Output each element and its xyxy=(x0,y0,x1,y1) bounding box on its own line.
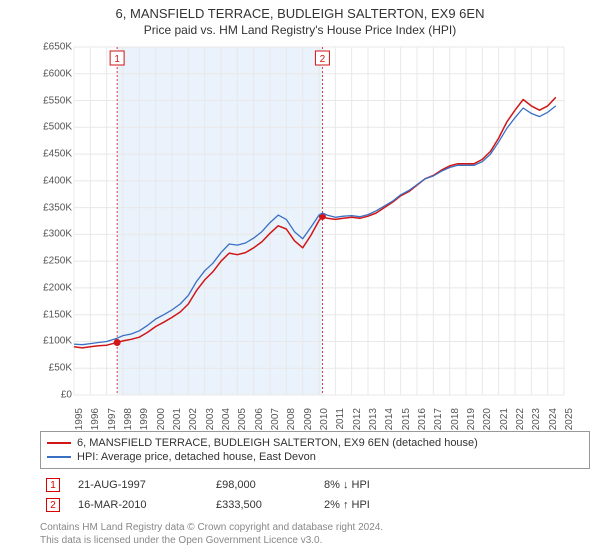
x-axis-tick: 1995 xyxy=(74,408,85,430)
x-axis-tick: 2017 xyxy=(433,408,444,430)
x-axis-tick: 2011 xyxy=(335,408,346,430)
event-date: 21-AUG-1997 xyxy=(78,479,198,491)
title-address: 6, MANSFIELD TERRACE, BUDLEIGH SALTERTON… xyxy=(0,6,600,21)
event-hpi-delta: 8% ↓ HPI xyxy=(324,479,370,491)
title-subtitle: Price paid vs. HM Land Registry's House … xyxy=(0,23,600,37)
x-axis-tick: 2005 xyxy=(237,408,248,430)
y-axis-tick: £100K xyxy=(43,336,72,347)
y-axis-tick: £450K xyxy=(43,149,72,160)
y-axis-tick: £50K xyxy=(49,363,72,374)
event-price: £333,500 xyxy=(216,499,306,511)
x-axis-tick: 2018 xyxy=(450,408,461,430)
y-axis-tick: £400K xyxy=(43,175,72,186)
footnote-line: This data is licensed under the Open Gov… xyxy=(40,534,590,547)
x-axis-tick: 2024 xyxy=(548,408,559,430)
chart: 1 2 £0 £50K £100K £150K £200K £250K £300K £350K £4… xyxy=(30,41,570,401)
y-axis-tick: £200K xyxy=(43,282,72,293)
y-axis-tick: £600K xyxy=(43,68,72,79)
x-axis-tick: 2022 xyxy=(515,408,526,430)
event-list: 1 21-AUG-1997 £98,000 8% ↓ HPI 2 16-MAR-2010 £… xyxy=(40,475,590,515)
footnote: Contains HM Land Registry data © Crown c… xyxy=(40,521,590,547)
y-axis-tick: £500K xyxy=(43,122,72,133)
legend-swatch xyxy=(47,442,71,444)
x-axis-tick: 1996 xyxy=(90,408,101,430)
x-axis-tick: 2007 xyxy=(270,408,281,430)
legend-label: HPI: Average price, detached house, East… xyxy=(77,451,316,463)
event-row: 2 16-MAR-2010 £333,500 2% ↑ HPI xyxy=(40,495,590,515)
event-marker-box: 1 xyxy=(46,478,60,492)
event-hpi-delta: 2% ↑ HPI xyxy=(324,499,370,511)
y-axis-tick: £0 xyxy=(61,390,72,401)
x-axis-tick: 2001 xyxy=(172,408,183,430)
y-axis-tick: £150K xyxy=(43,309,72,320)
legend-item: HPI: Average price, detached house, East… xyxy=(47,450,583,464)
legend-item: 6, MANSFIELD TERRACE, BUDLEIGH SALTERTON… xyxy=(47,436,583,450)
y-axis-tick: £300K xyxy=(43,229,72,240)
x-axis-tick: 2003 xyxy=(205,408,216,430)
x-axis-tick: 2010 xyxy=(319,408,330,430)
x-axis-tick: 2008 xyxy=(286,408,297,430)
x-axis-tick: 2016 xyxy=(417,408,428,430)
x-axis-tick: 1999 xyxy=(139,408,150,430)
x-axis-tick: 1997 xyxy=(107,408,118,430)
x-axis-tick: 2009 xyxy=(303,408,314,430)
event-price: £98,000 xyxy=(216,479,306,491)
y-axis-tick: £250K xyxy=(43,256,72,267)
x-axis-tick: 2002 xyxy=(188,408,199,430)
legend-swatch xyxy=(47,456,71,458)
x-axis-tick: 2012 xyxy=(352,408,363,430)
footnote-line: Contains HM Land Registry data © Crown c… xyxy=(40,521,590,534)
x-axis-tick: 1998 xyxy=(123,408,134,430)
x-axis-tick: 2023 xyxy=(531,408,542,430)
y-axis-tick: £350K xyxy=(43,202,72,213)
x-axis-tick: 2000 xyxy=(156,408,167,430)
y-axis-tick: £550K xyxy=(43,95,72,106)
legend: 6, MANSFIELD TERRACE, BUDLEIGH SALTERTON… xyxy=(40,431,590,469)
event-date: 16-MAR-2010 xyxy=(78,499,198,511)
legend-label: 6, MANSFIELD TERRACE, BUDLEIGH SALTERTON… xyxy=(77,437,478,449)
x-axis-tick: 2014 xyxy=(384,408,395,430)
x-axis-tick: 2015 xyxy=(401,408,412,430)
title-block: 6, MANSFIELD TERRACE, BUDLEIGH SALTERTON… xyxy=(0,0,600,37)
x-axis-tick: 2019 xyxy=(466,408,477,430)
svg-text:1: 1 xyxy=(114,54,120,65)
x-axis-tick: 2025 xyxy=(564,408,575,430)
event-row: 1 21-AUG-1997 £98,000 8% ↓ HPI xyxy=(40,475,590,495)
x-axis-tick: 2020 xyxy=(482,408,493,430)
y-axis-tick: £650K xyxy=(43,42,72,53)
x-axis-tick: 2013 xyxy=(368,408,379,430)
x-axis-tick: 2004 xyxy=(221,408,232,430)
svg-text:2: 2 xyxy=(320,54,326,65)
x-axis-tick: 2006 xyxy=(254,408,265,430)
x-axis-tick: 2021 xyxy=(499,408,510,430)
event-marker-box: 2 xyxy=(46,498,60,512)
